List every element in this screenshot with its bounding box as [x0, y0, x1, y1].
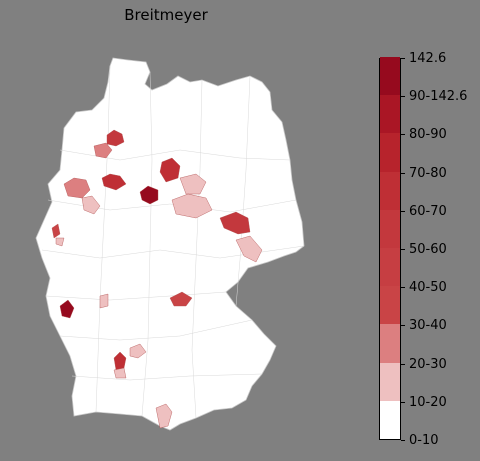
colorbar-tick	[401, 401, 405, 403]
colorbar-tick	[401, 172, 405, 174]
region-salzgitter	[139, 185, 159, 205]
colorbar-label: 20-30	[409, 356, 447, 372]
colorbar-segment	[380, 95, 400, 134]
region-cologne	[51, 223, 61, 239]
colorbar-label: 40-50	[409, 280, 447, 296]
colorbar-label: 0-10	[409, 433, 439, 448]
map-title: Breitmeyer	[124, 6, 208, 24]
colorbar-segment	[380, 362, 400, 401]
colorbar-tick	[401, 249, 405, 250]
germany-map	[35, 57, 305, 431]
colorbar-label: 80-90	[409, 127, 447, 143]
colorbar-segment	[380, 248, 400, 287]
colorbar-tick	[401, 96, 405, 98]
colorbar-tick	[401, 363, 405, 365]
region-hanover	[101, 173, 127, 191]
colorbar-tick	[401, 134, 405, 136]
region-frankfurt	[99, 293, 109, 309]
region-stuttgart	[113, 351, 127, 371]
region-leipzig	[219, 211, 251, 235]
colorbar-tick	[401, 325, 405, 327]
region-halle	[171, 193, 213, 219]
region-dresden	[235, 235, 263, 263]
colorbar-segment	[380, 286, 400, 325]
colorbar	[379, 57, 401, 440]
germany-outline	[35, 57, 305, 431]
colorbar-segment	[380, 57, 400, 96]
region-magdeburg	[179, 173, 207, 195]
region-bonn	[55, 237, 65, 247]
colorbar-label: 142.6	[409, 51, 447, 66]
region-wolfsburg	[159, 157, 181, 183]
region-kaiserslautern	[59, 299, 75, 319]
colorbar-segment	[380, 209, 400, 248]
colorbar-tick	[401, 287, 405, 289]
region-diepholz	[81, 195, 101, 215]
region-bamberg	[169, 291, 193, 307]
region-stuttgart-south	[113, 367, 127, 379]
colorbar-segment	[380, 400, 400, 439]
colorbar-tick	[401, 210, 405, 212]
region-ulm	[129, 343, 147, 359]
colorbar-segment	[380, 171, 400, 210]
colorbar-label: 70-80	[409, 165, 447, 181]
colorbar-tick	[401, 58, 405, 59]
colorbar-label: 30-40	[409, 318, 447, 334]
colorbar-label: 90-142.6	[409, 89, 468, 105]
colorbar-label: 50-60	[409, 242, 447, 257]
colorbar-label: 10-20	[409, 394, 447, 410]
region-osnabrueck	[63, 177, 91, 199]
colorbar-tick	[401, 440, 405, 441]
region-bremen	[93, 142, 113, 159]
colorbar-segment	[380, 324, 400, 363]
region-kempten	[155, 403, 173, 429]
colorbar-label: 60-70	[409, 203, 447, 219]
colorbar-segment	[380, 133, 400, 172]
